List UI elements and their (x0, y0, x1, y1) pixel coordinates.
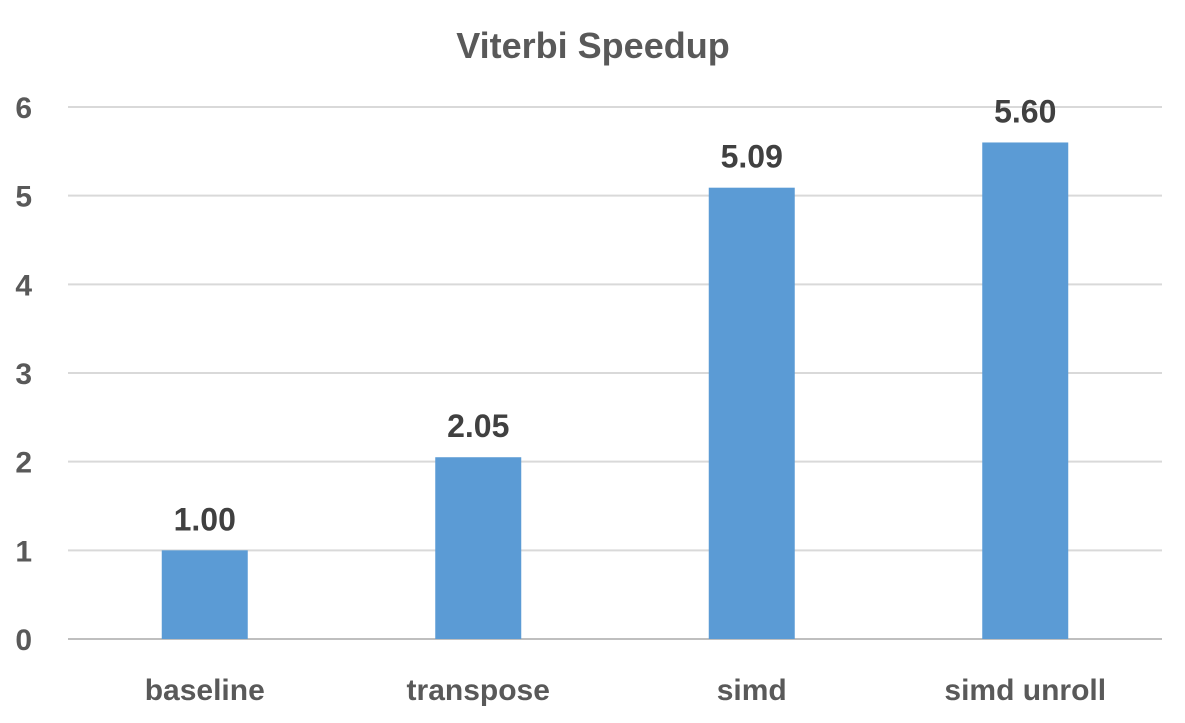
bar (708, 187, 795, 640)
x-category-label: baseline (145, 674, 265, 707)
chart-title: Viterbi Speedup (456, 25, 729, 66)
value-labels: 1.00 2.05 5.09 5.60 (174, 93, 1057, 537)
y-tick-label: 5 (15, 181, 32, 214)
gridlines (68, 106, 1162, 640)
y-tick-label: 3 (15, 358, 32, 391)
x-category-label: transpose (407, 674, 550, 707)
y-tick-label: 4 (15, 269, 32, 302)
bars (161, 142, 1069, 640)
x-category-label: simd (717, 674, 787, 707)
bar-value-label: 5.09 (721, 139, 783, 175)
y-tick-label: 6 (15, 92, 32, 125)
y-tick-label: 2 (15, 447, 32, 480)
bar (161, 550, 248, 639)
x-category-label: simd unroll (944, 674, 1106, 707)
bar-value-label: 1.00 (174, 501, 236, 537)
bar-value-label: 5.60 (994, 93, 1056, 129)
bar (435, 457, 522, 639)
y-tick-label: 0 (15, 624, 32, 657)
y-tick-label: 1 (15, 535, 32, 568)
x-axis-categories: baseline transpose simd simd unroll (145, 674, 1106, 707)
bar (982, 142, 1069, 639)
bar-value-label: 2.05 (447, 408, 509, 444)
y-axis-ticks: 0 1 2 3 4 5 6 (15, 92, 32, 657)
